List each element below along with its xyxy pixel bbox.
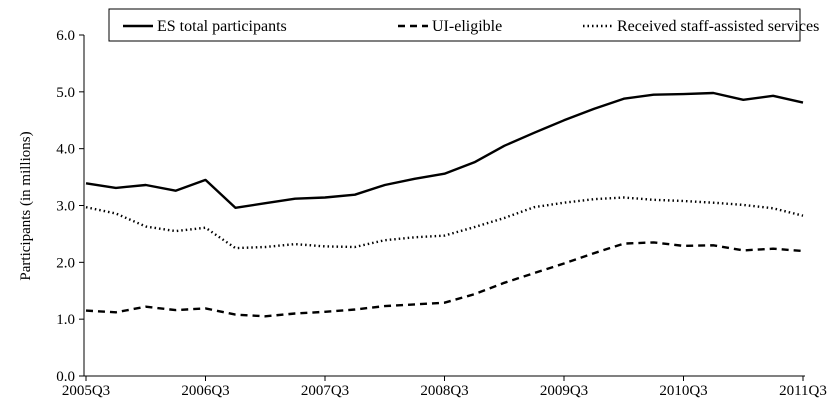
x-tick-label: 2007Q3 [301,383,349,399]
legend-label: ES total participants [157,18,287,35]
y-tick-label: 2.0 [56,255,75,271]
x-axis-ticks: 2005Q3 2006Q3 2007Q3 2008Q3 2009Q3 2010Q3 2011… [62,376,827,399]
x-tick-label: 2008Q3 [420,383,468,399]
series-lines [85,91,804,318]
x-tick-label: 2009Q3 [540,383,588,399]
axes [83,35,805,377]
y-tick-label: 5.0 [56,85,75,101]
y-tick-label: 1.0 [56,312,75,328]
y-tick-label: 6.0 [56,28,75,44]
legend: ES total participants UI-eligible Received… [108,8,819,42]
y-axis-ticks: 0.0 1.0 2.0 3.0 4.0 5.0 6.0 [56,28,84,385]
y-axis-label: Participants (in millions) [18,131,34,280]
y-tick-label: 4.0 [56,142,75,158]
y-tick-label: 3.0 [56,199,75,215]
legend-label: UI-eligible [432,18,502,35]
legend-box [108,8,801,42]
series-line-dashed [85,241,804,318]
x-tick-label: 2006Q3 [181,383,229,399]
x-tick-label: 2011Q3 [779,383,827,399]
series-line-solid [85,91,804,210]
series-line-dotted [85,196,804,250]
x-tick-label: 2005Q3 [62,383,110,399]
x-tick-label: 2010Q3 [659,383,707,399]
legend-label: Received staff-assisted services [617,18,819,35]
y-tick-label: 0.0 [56,369,75,385]
